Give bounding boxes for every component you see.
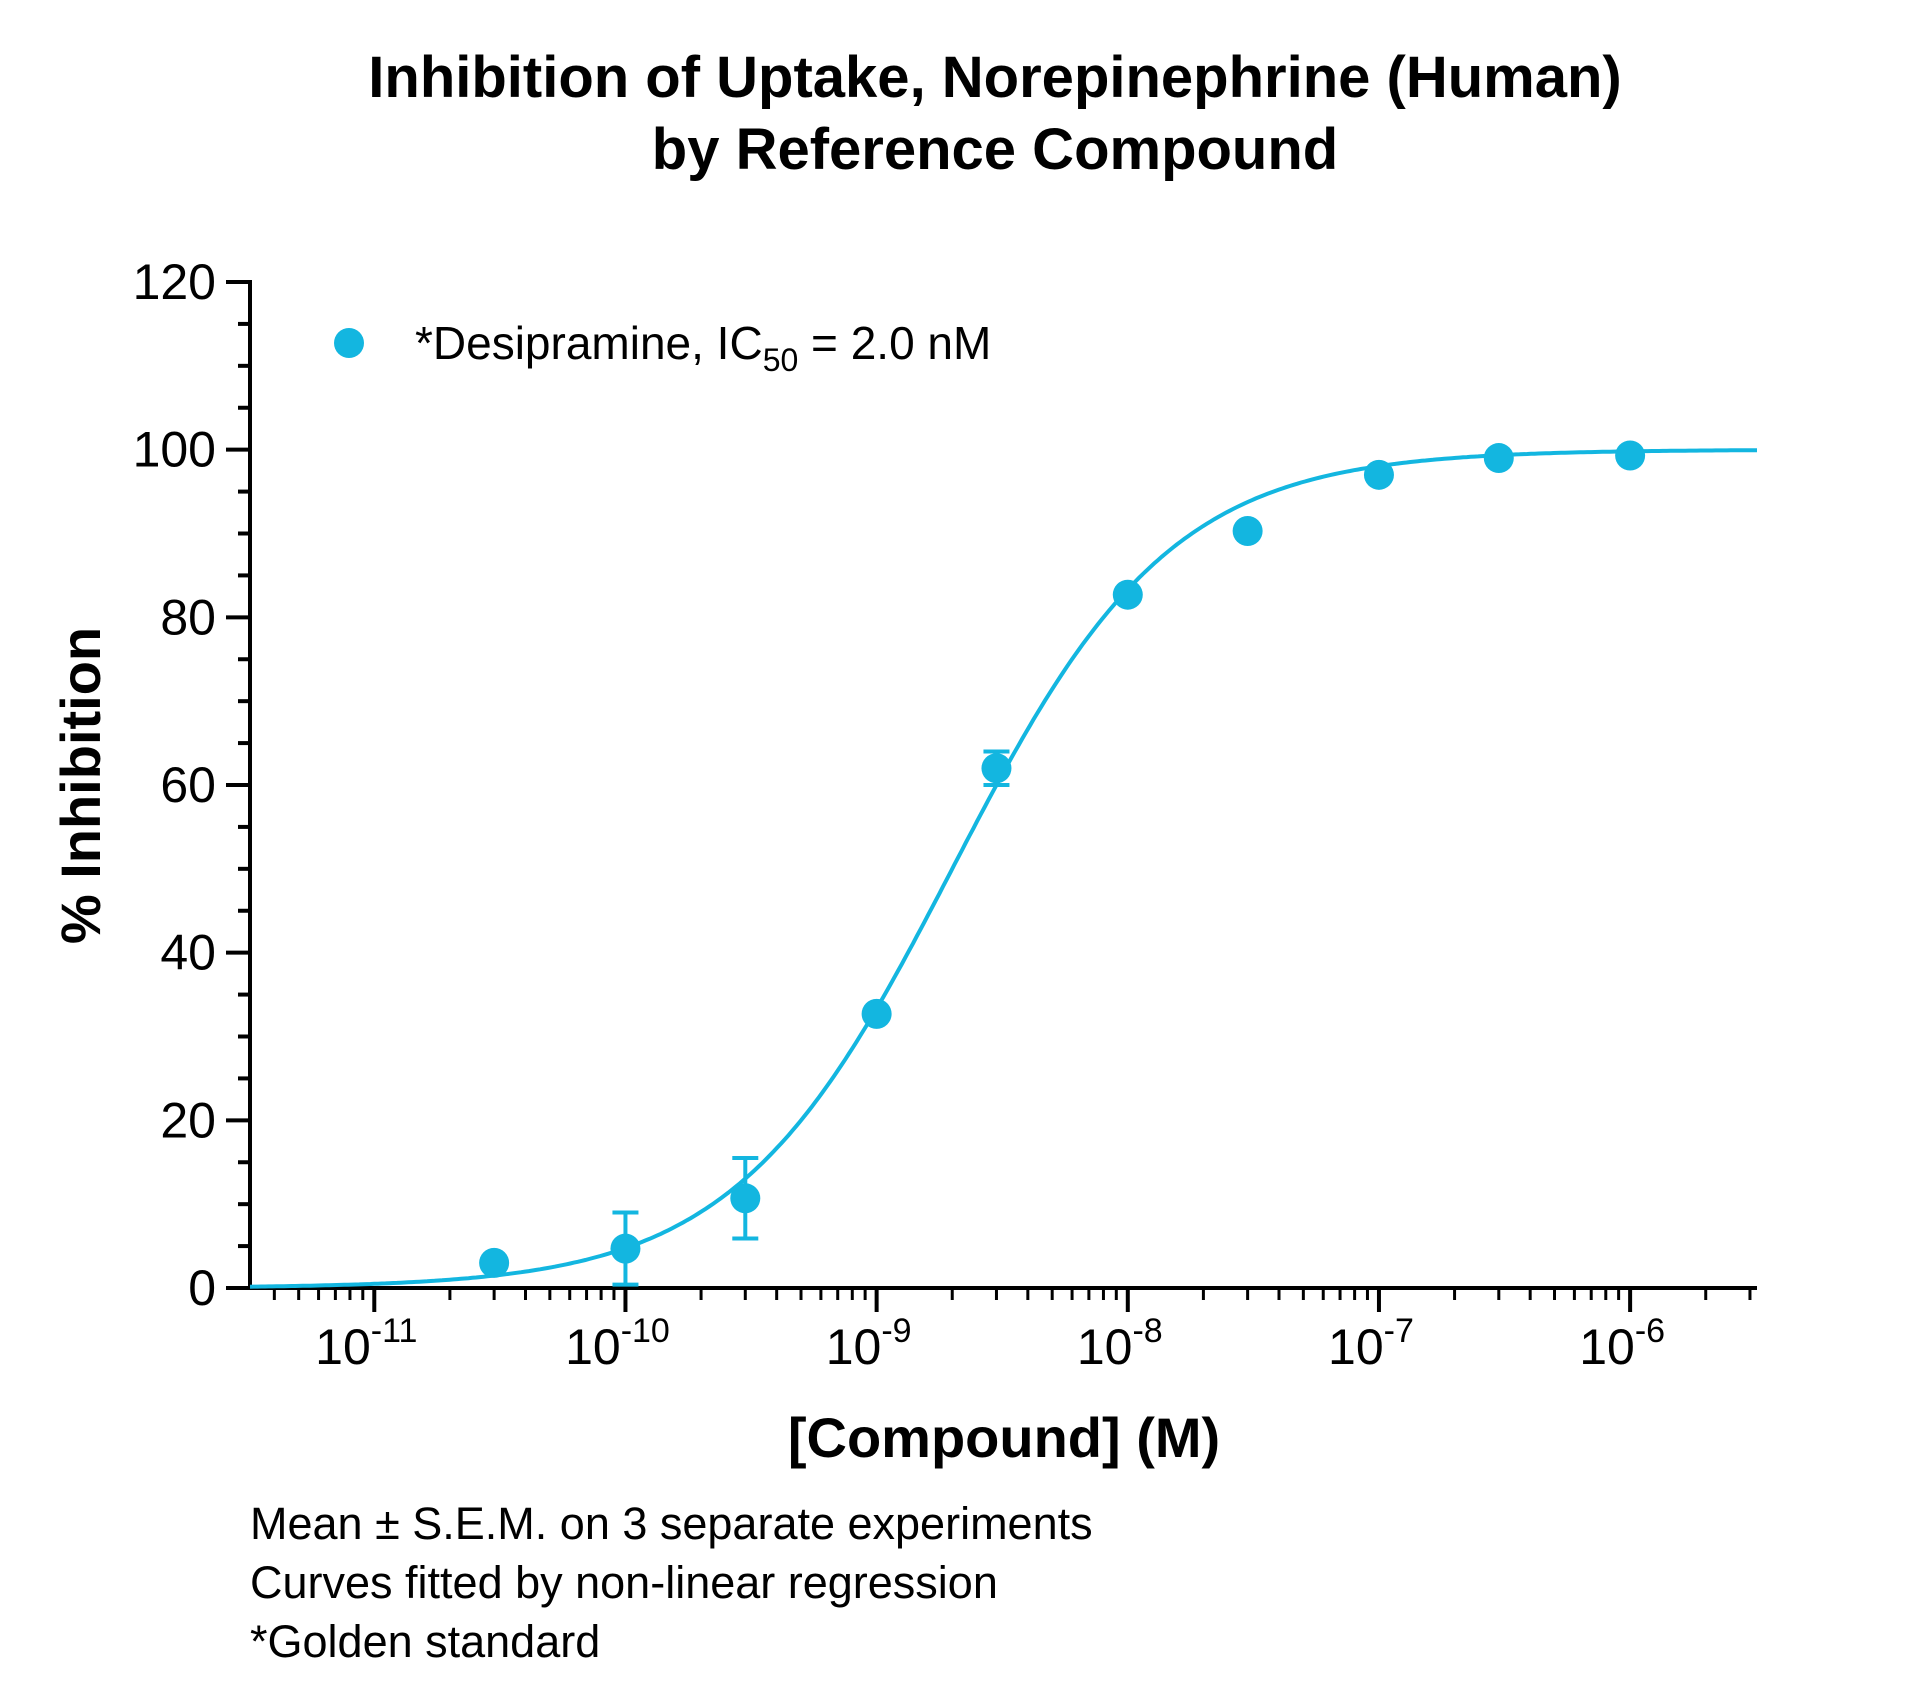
legend-marker [334,328,364,358]
fit-curve [249,448,1757,1289]
y-tick-label: 100 [133,422,216,478]
y-tick-label: 20 [160,1092,216,1148]
footnote-curve-fit: Curves fitted by non-linear regression [250,1557,998,1608]
footnote-golden-standard: *Golden standard [250,1616,601,1667]
footnote-mean-sem: Mean ± S.E.M. on 3 separate experiments [250,1498,1093,1549]
x-tick-label: 10-11 [315,1312,417,1375]
x-tick-label: 10-7 [1328,1312,1414,1375]
x-tick-label: 10-8 [1077,1312,1163,1375]
chart-title: Inhibition of Uptake, Norepinephrine (Hu… [368,45,1622,110]
data-point [1232,515,1263,546]
y-tick-label: 60 [160,757,216,813]
data-point [1363,459,1394,490]
x-tick-label: 10-10 [565,1312,670,1375]
data-point [861,998,892,1029]
data-point [1483,443,1514,474]
x-tick-label: 10-6 [1579,1312,1665,1375]
data-point [610,1233,641,1264]
data-point [981,753,1012,784]
chart-subtitle: by Reference Compound [651,117,1339,182]
legend-label: *Desipramine, IC50 = 2.0 nM [415,317,991,378]
data-point [1112,579,1143,610]
data-point [730,1183,761,1214]
x-axis-label: [Compound] (M) [787,1406,1221,1469]
y-tick-label: 0 [188,1260,216,1316]
y-tick-label: 120 [133,254,216,310]
y-tick-label: 40 [160,925,216,981]
x-tick-label: 10-9 [826,1312,912,1375]
data-point [1615,440,1646,471]
y-tick-label: 80 [160,589,216,645]
data-point [479,1247,510,1278]
